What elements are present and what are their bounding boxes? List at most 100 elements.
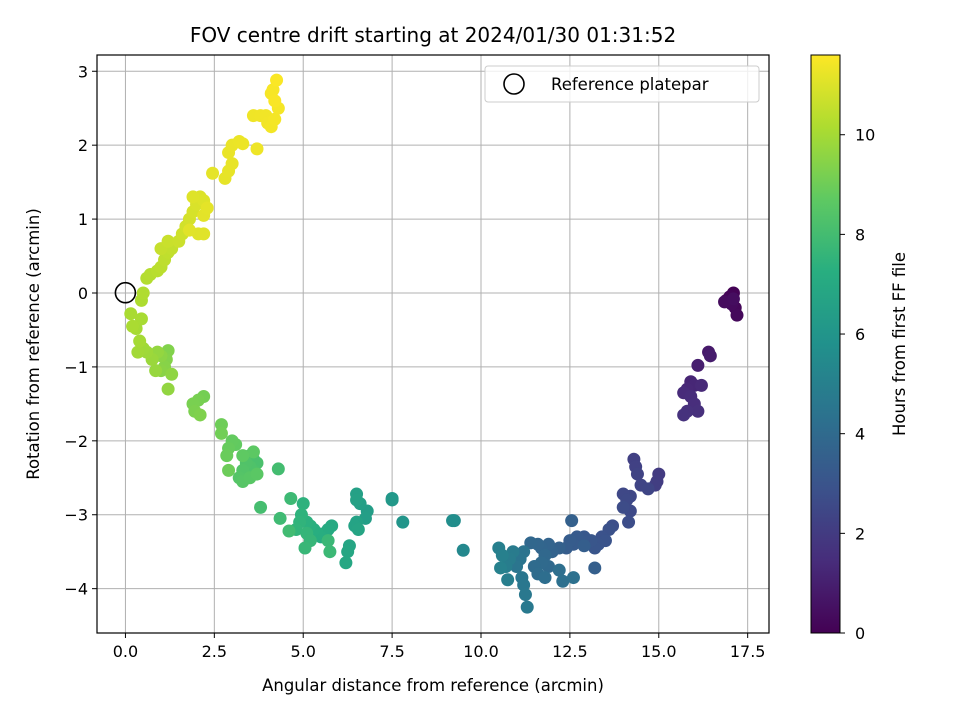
y-tick-label: −3 bbox=[64, 506, 88, 525]
scatter-point bbox=[694, 378, 708, 392]
scatter-point bbox=[577, 539, 591, 553]
x-tick-label: 7.5 bbox=[379, 642, 404, 661]
scatter-point bbox=[136, 286, 150, 300]
scatter-point bbox=[161, 382, 175, 396]
scatter-point bbox=[730, 308, 744, 322]
scatter-point bbox=[520, 600, 534, 614]
scatter-point bbox=[622, 515, 636, 529]
scatter-point bbox=[282, 524, 296, 538]
scatter-point bbox=[200, 201, 214, 215]
colorbar-label: Hours from first FF file bbox=[890, 252, 909, 436]
colorbar bbox=[810, 54, 841, 634]
scatter-point bbox=[268, 112, 282, 126]
scatter-point bbox=[186, 190, 200, 204]
scatter-point bbox=[677, 408, 691, 422]
colorbar-tick-label: 0 bbox=[855, 624, 865, 643]
scatter-point bbox=[236, 449, 250, 463]
scatter-point bbox=[296, 497, 310, 511]
scatter-point bbox=[566, 571, 580, 585]
scatter-point bbox=[385, 493, 399, 507]
scatter-point bbox=[284, 491, 298, 505]
scatter-point bbox=[538, 571, 552, 585]
x-tick-label: 17.5 bbox=[730, 642, 766, 661]
scatter-point bbox=[495, 548, 509, 562]
scatter-point bbox=[222, 463, 236, 477]
scatter-point bbox=[273, 511, 287, 525]
scatter-point bbox=[298, 541, 312, 555]
colorbar-ticks: 0 2 4 6 8 10 bbox=[840, 126, 875, 643]
plot-frame bbox=[96, 54, 770, 634]
x-axis-ticks: 0.0 2.5 5.0 7.5 10.0 12.5 15.0 17.5 bbox=[113, 633, 766, 661]
scatter-point bbox=[350, 493, 364, 507]
y-axis-label: Rotation from reference (arcmin) bbox=[24, 208, 43, 480]
scatter-point bbox=[206, 166, 220, 180]
scatter-point bbox=[565, 514, 579, 528]
scatter-point bbox=[341, 545, 355, 559]
scatter-point bbox=[165, 367, 179, 381]
y-tick-label: 3 bbox=[78, 62, 88, 81]
scatter-point bbox=[726, 292, 740, 306]
y-tick-label: −4 bbox=[64, 580, 88, 599]
scatter-point bbox=[271, 462, 285, 476]
legend-box bbox=[484, 65, 760, 103]
y-tick-label: 0 bbox=[78, 284, 88, 303]
data-points bbox=[124, 73, 744, 614]
scatter-point bbox=[220, 449, 234, 463]
scatter-point bbox=[494, 561, 508, 575]
reference-platepar-marker bbox=[114, 281, 137, 304]
colorbar-tick-label: 4 bbox=[855, 425, 865, 444]
chart-title: FOV centre drift starting at 2024/01/30 … bbox=[190, 23, 676, 47]
y-tick-label: 1 bbox=[78, 210, 88, 229]
scatter-point bbox=[517, 578, 531, 592]
x-tick-label: 10.0 bbox=[463, 642, 499, 661]
scatter-point bbox=[641, 482, 655, 496]
x-tick-label: 2.5 bbox=[202, 642, 227, 661]
scatter-point bbox=[552, 563, 566, 577]
scatter-point bbox=[323, 545, 337, 559]
colorbar-tick-label: 6 bbox=[855, 325, 865, 344]
scatter-point bbox=[131, 345, 145, 359]
scatter-point bbox=[182, 223, 196, 237]
scatter-point bbox=[250, 142, 264, 156]
legend-marker-icon bbox=[503, 73, 525, 95]
scatter-point bbox=[246, 445, 260, 459]
scatter-point bbox=[134, 312, 148, 326]
scatter-point bbox=[197, 227, 211, 241]
scatter-point bbox=[225, 157, 239, 171]
scatter-point bbox=[396, 515, 410, 529]
x-tick-label: 15.0 bbox=[641, 642, 677, 661]
scatter-point bbox=[268, 94, 282, 108]
legend-entry-label: Reference platepar bbox=[551, 75, 709, 94]
scatter-point bbox=[250, 467, 264, 481]
scatter-point bbox=[630, 467, 644, 481]
colorbar-tick-label: 2 bbox=[855, 524, 865, 543]
x-tick-label: 5.0 bbox=[290, 642, 315, 661]
scatter-point bbox=[193, 408, 207, 422]
scatter-point bbox=[518, 588, 532, 602]
scatter-point bbox=[133, 334, 147, 348]
y-axis-ticks: −4 −3 −2 −1 0 1 2 3 bbox=[64, 62, 97, 599]
scatter-point bbox=[691, 404, 705, 418]
scatter-point bbox=[149, 364, 163, 378]
scatter-point bbox=[556, 574, 570, 588]
y-tick-label: 2 bbox=[78, 136, 88, 155]
y-tick-label: −2 bbox=[64, 432, 88, 451]
grid-lines bbox=[97, 55, 769, 633]
scatter-point bbox=[524, 536, 538, 550]
scatter-point bbox=[616, 500, 630, 514]
scatter-point bbox=[446, 514, 460, 528]
x-tick-label: 12.5 bbox=[552, 642, 588, 661]
scatter-point bbox=[456, 543, 470, 557]
scatter-point bbox=[270, 73, 284, 87]
scatter-point bbox=[236, 137, 250, 151]
scatter-point bbox=[339, 556, 353, 570]
x-tick-label: 0.0 bbox=[113, 642, 138, 661]
scatter-point bbox=[254, 500, 268, 514]
scatter-point bbox=[161, 234, 175, 248]
scatter-point bbox=[691, 358, 705, 372]
y-tick-label: −1 bbox=[64, 358, 88, 377]
colorbar-tick-label: 10 bbox=[855, 126, 875, 145]
colorbar-tick-label: 8 bbox=[855, 225, 865, 244]
scatter-point bbox=[126, 319, 140, 333]
